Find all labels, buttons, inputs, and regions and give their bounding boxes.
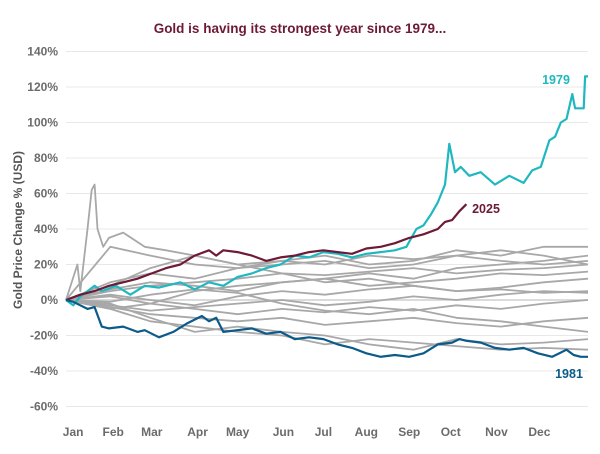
other-years-lines (65, 183, 589, 351)
other-year-line (65, 254, 589, 301)
y-tick-label: 80% (34, 151, 58, 165)
x-tick-label: Aug (355, 425, 378, 439)
x-tick-labels: Jan Feb Mar Apr May Jun Jul Aug Sep Oct Nov Dec (63, 425, 551, 439)
y-tick-label: 60% (34, 187, 58, 201)
other-year-line (65, 277, 589, 307)
y-tick-label: 0% (41, 293, 59, 307)
y-tick-label: -60% (30, 400, 58, 414)
x-tick-label: Jul (315, 425, 332, 439)
chart-title: Gold is having its strongest year since … (154, 21, 447, 36)
label-2025: 2025 (472, 202, 500, 216)
y-tick-labels: 140% 120% 100% 80% 60% 40% 20% 0% -20% -40% -60% (27, 45, 58, 414)
x-tick-label: Oct (441, 425, 461, 439)
y-tick-label: 100% (27, 116, 58, 130)
other-year-line (65, 288, 589, 333)
x-tick-label: Apr (187, 425, 208, 439)
label-1979: 1979 (542, 73, 570, 87)
gridlines (66, 51, 588, 407)
other-year-line (65, 249, 589, 301)
x-tick-label: Mar (141, 425, 163, 439)
highlight-lines (65, 75, 588, 358)
other-year-line (65, 299, 589, 328)
y-tick-label: 140% (27, 45, 58, 59)
other-year-line (65, 290, 589, 312)
y-axis-label: Gold Price Change % (USD) (11, 151, 25, 309)
x-tick-label: Jan (63, 425, 84, 439)
other-year-line (65, 183, 589, 301)
y-tick-label: 120% (27, 80, 58, 94)
series-line-2025 (65, 203, 468, 302)
x-tick-label: Nov (485, 425, 508, 439)
x-tick-label: Dec (528, 425, 550, 439)
y-tick-label: -40% (30, 364, 58, 378)
other-year-line (65, 299, 589, 351)
x-tick-label: May (226, 425, 250, 439)
y-tick-label: -20% (30, 329, 58, 343)
x-tick-label: Jun (273, 425, 294, 439)
series-line-1979 (65, 75, 588, 307)
other-year-line (65, 245, 588, 301)
x-tick-label: Sep (398, 425, 420, 439)
y-tick-label: 40% (34, 222, 58, 236)
series-line-1981 (65, 298, 588, 358)
other-year-line (65, 295, 589, 316)
label-1981: 1981 (555, 367, 583, 381)
x-tick-label: Feb (103, 425, 124, 439)
y-tick-label: 20% (34, 258, 58, 272)
